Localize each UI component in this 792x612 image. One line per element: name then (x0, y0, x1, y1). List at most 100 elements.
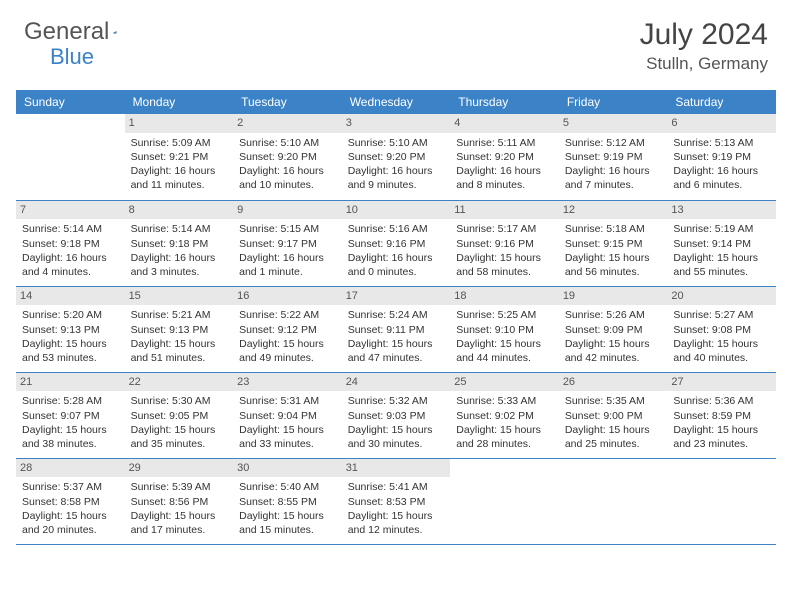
day-cell: 7Sunrise: 5:14 AMSunset: 9:18 PMDaylight… (16, 200, 125, 286)
week-row: 28Sunrise: 5:37 AMSunset: 8:58 PMDayligh… (16, 458, 776, 544)
day-number: 18 (450, 287, 559, 306)
week-row: 7Sunrise: 5:14 AMSunset: 9:18 PMDaylight… (16, 200, 776, 286)
day-number: 1 (125, 114, 234, 133)
sunrise-text: Sunrise: 5:25 AM (456, 308, 553, 322)
day-cell: 3Sunrise: 5:10 AMSunset: 9:20 PMDaylight… (342, 114, 451, 200)
dayhead-tue: Tuesday (233, 90, 342, 114)
day-cell: 6Sunrise: 5:13 AMSunset: 9:19 PMDaylight… (667, 114, 776, 200)
sunset-text: Sunset: 8:56 PM (131, 495, 228, 509)
day-cell (16, 114, 125, 200)
sunset-text: Sunset: 8:59 PM (673, 409, 770, 423)
sunrise-text: Sunrise: 5:33 AM (456, 394, 553, 408)
logo-text-1: General (24, 18, 109, 46)
sunrise-text: Sunrise: 5:30 AM (131, 394, 228, 408)
daylight-text: Daylight: 15 hours and 44 minutes. (456, 337, 553, 365)
day-number: 25 (450, 373, 559, 392)
sunset-text: Sunset: 9:00 PM (565, 409, 662, 423)
day-number: 13 (667, 201, 776, 220)
day-number: 8 (125, 201, 234, 220)
daylight-text: Daylight: 15 hours and 35 minutes. (131, 423, 228, 451)
day-cell: 2 Sunrise: 5:10 AMSunset: 9:20 PMDaylight… (233, 114, 342, 200)
day-cell (667, 458, 776, 544)
daylight-text: Daylight: 15 hours and 40 minutes. (673, 337, 770, 365)
day-cell: 22 Sunrise: 5:30 AMSunset: 9:05 PMDayligh… (125, 372, 234, 458)
day-number: 2 (233, 114, 342, 133)
sunset-text: Sunset: 9:04 PM (239, 409, 336, 423)
day-number: 15 (125, 287, 234, 306)
day-number: 4 (450, 114, 559, 133)
dayhead-mon: Monday (125, 90, 234, 114)
sunset-text: Sunset: 9:11 PM (348, 323, 445, 337)
day-number: 14 (16, 287, 125, 306)
day-number: 20 (667, 287, 776, 306)
sunrise-text: Sunrise: 5:22 AM (239, 308, 336, 322)
sunset-text: Sunset: 9:16 PM (348, 237, 445, 251)
day-cell: 21Sunrise: 5:28 AMSunset: 9:07 PMDayligh… (16, 372, 125, 458)
day-cell (559, 458, 668, 544)
dayhead-fri: Friday (559, 90, 668, 114)
logo-triangle-icon (113, 23, 117, 41)
day-cell: 5Sunrise: 5:12 AMSunset: 9:19 PMDaylight… (559, 114, 668, 200)
day-cell: 10Sunrise: 5:16 AMSunset: 9:16 PMDayligh… (342, 200, 451, 286)
day-number: 10 (342, 201, 451, 220)
daylight-text: Daylight: 15 hours and 47 minutes. (348, 337, 445, 365)
sunrise-text: Sunrise: 5:24 AM (348, 308, 445, 322)
daylight-text: Daylight: 15 hours and 30 minutes. (348, 423, 445, 451)
daylight-text: Daylight: 15 hours and 20 minutes. (22, 509, 119, 537)
day-cell: 4Sunrise: 5:11 AMSunset: 9:20 PMDaylight… (450, 114, 559, 200)
daylight-text: Daylight: 15 hours and 56 minutes. (565, 251, 662, 279)
day-number: 21 (16, 373, 125, 392)
sunrise-text: Sunrise: 5:28 AM (22, 394, 119, 408)
daylight-text: Daylight: 15 hours and 15 minutes. (239, 509, 336, 537)
day-cell: 16Sunrise: 5:22 AMSunset: 9:12 PMDayligh… (233, 286, 342, 372)
daylight-text: Daylight: 16 hours and 1 minute. (239, 251, 336, 279)
day-cell: 12Sunrise: 5:18 AMSunset: 9:15 PMDayligh… (559, 200, 668, 286)
day-cell: 19Sunrise: 5:26 AMSunset: 9:09 PMDayligh… (559, 286, 668, 372)
day-cell: 29Sunrise: 5:39 AMSunset: 8:56 PMDayligh… (125, 458, 234, 544)
day-number: 7 (16, 201, 125, 220)
day-cell: 17Sunrise: 5:24 AMSunset: 9:11 PMDayligh… (342, 286, 451, 372)
dayhead-thu: Thursday (450, 90, 559, 114)
daylight-text: Daylight: 15 hours and 55 minutes. (673, 251, 770, 279)
day-number: 27 (667, 373, 776, 392)
daylight-text: Daylight: 16 hours and 10 minutes. (239, 164, 336, 192)
day-cell: 24Sunrise: 5:32 AMSunset: 9:03 PMDayligh… (342, 372, 451, 458)
daylight-text: Daylight: 15 hours and 53 minutes. (22, 337, 119, 365)
week-row: 21Sunrise: 5:28 AMSunset: 9:07 PMDayligh… (16, 372, 776, 458)
daylight-text: Daylight: 16 hours and 8 minutes. (456, 164, 553, 192)
sunrise-text: Sunrise: 5:10 AM (239, 136, 336, 150)
sunset-text: Sunset: 9:19 PM (565, 150, 662, 164)
sunset-text: Sunset: 9:03 PM (348, 409, 445, 423)
daylight-text: Daylight: 16 hours and 4 minutes. (22, 251, 119, 279)
day-number: 3 (342, 114, 451, 133)
sunset-text: Sunset: 9:19 PM (673, 150, 770, 164)
dayhead-sun: Sunday (16, 90, 125, 114)
sunset-text: Sunset: 9:20 PM (239, 150, 336, 164)
logo-text-2: Blue (50, 44, 94, 70)
sunrise-text: Sunrise: 5:37 AM (22, 480, 119, 494)
day-number: 23 (233, 373, 342, 392)
day-number: 28 (16, 459, 125, 478)
day-number: 19 (559, 287, 668, 306)
day-number: 22 (125, 373, 234, 392)
day-cell: 28Sunrise: 5:37 AMSunset: 8:58 PMDayligh… (16, 458, 125, 544)
sunrise-text: Sunrise: 5:35 AM (565, 394, 662, 408)
daylight-text: Daylight: 15 hours and 17 minutes. (131, 509, 228, 537)
sunrise-text: Sunrise: 5:13 AM (673, 136, 770, 150)
daylight-text: Daylight: 16 hours and 9 minutes. (348, 164, 445, 192)
sunrise-text: Sunrise: 5:15 AM (239, 222, 336, 236)
day-header-row: Sunday Monday Tuesday Wednesday Thursday… (16, 90, 776, 114)
day-cell (450, 458, 559, 544)
day-cell: 9Sunrise: 5:15 AMSunset: 9:17 PMDaylight… (233, 200, 342, 286)
week-row: 14Sunrise: 5:20 AMSunset: 9:13 PMDayligh… (16, 286, 776, 372)
daylight-text: Daylight: 15 hours and 42 minutes. (565, 337, 662, 365)
day-cell: 23Sunrise: 5:31 AMSunset: 9:04 PMDayligh… (233, 372, 342, 458)
day-number: 6 (667, 114, 776, 133)
sunset-text: Sunset: 9:16 PM (456, 237, 553, 251)
sunset-text: Sunset: 9:21 PM (131, 150, 228, 164)
daylight-text: Daylight: 15 hours and 51 minutes. (131, 337, 228, 365)
sunset-text: Sunset: 9:12 PM (239, 323, 336, 337)
day-number: 11 (450, 201, 559, 220)
sunset-text: Sunset: 9:10 PM (456, 323, 553, 337)
sunset-text: Sunset: 9:05 PM (131, 409, 228, 423)
